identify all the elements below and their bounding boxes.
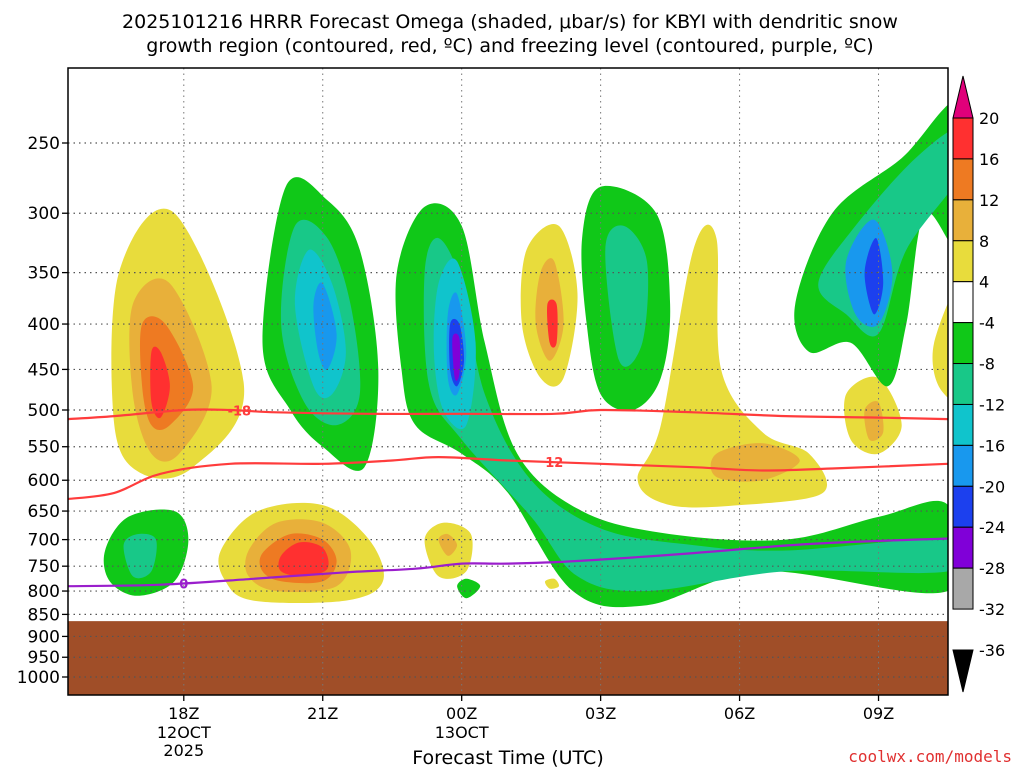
y-tick-label-750: 750 <box>28 557 60 577</box>
colorbar-top-arrow <box>952 75 974 119</box>
colorbar-label--24: -24 <box>979 518 1005 537</box>
omega-region-38 <box>544 578 560 589</box>
omega-region-30 <box>123 533 157 579</box>
contour-dgz-minus-12 <box>68 455 948 501</box>
omega-region-37 <box>457 578 481 599</box>
x-tick-label-09Z: 09Z <box>863 704 894 723</box>
contour-label-dgz-minus-18: -18 <box>228 404 252 419</box>
y-tick-label-850: 850 <box>28 605 60 625</box>
x-axis-label: Forecast Time (UTC) <box>412 747 603 768</box>
y-tick-label-300: 300 <box>28 204 60 224</box>
y-tick-label-800: 800 <box>28 582 60 602</box>
colorbar-label--4: -4 <box>979 314 995 333</box>
y-tick-label-550: 550 <box>28 438 60 458</box>
temperature-contours: -18 12 0 <box>68 404 948 592</box>
omega-region-3 <box>150 346 170 419</box>
credit-text: coolwx.com/models <box>848 747 1012 766</box>
x-tick-label-03Z: 03Z <box>585 704 616 723</box>
x-tick-date-18Z: 12OCT <box>157 723 211 742</box>
chart-title-line2: growth region (contoured, red, ºC) and f… <box>146 35 873 57</box>
x-tick-date-00Z: 13OCT <box>435 723 489 742</box>
colorbar-label--12: -12 <box>979 395 1005 414</box>
contour-label-freezing-level: 0 <box>179 577 188 592</box>
colorbar-swatch--12 <box>952 363 974 405</box>
grid-lines <box>68 68 948 695</box>
ground-fill <box>68 621 948 695</box>
colorbar-label-20: 20 <box>979 109 999 128</box>
omega-shading <box>103 104 948 608</box>
y-tick-label-350: 350 <box>28 264 60 284</box>
omega-region-27 <box>932 302 948 398</box>
omega-region-15 <box>605 225 649 367</box>
y-tick-label-400: 400 <box>28 315 60 335</box>
colorbar-label--28: -28 <box>979 559 1005 578</box>
colorbar-swatch-12 <box>952 158 974 201</box>
y-tick-label-500: 500 <box>28 401 60 421</box>
colorbar-swatch--4 <box>952 281 974 324</box>
y-tick-label-650: 650 <box>28 502 60 522</box>
x-tick-label-18Z: 18Z <box>168 704 199 723</box>
contour-freezing-level <box>68 537 948 588</box>
omega-region-22 <box>864 400 884 441</box>
y-tick-label-450: 450 <box>28 360 60 380</box>
colorbar-bottom-arrow <box>952 649 974 693</box>
y-tick-label-250: 250 <box>28 134 60 154</box>
omega-region-26 <box>864 238 884 315</box>
y-tick-label-600: 600 <box>28 471 60 491</box>
colorbar-label--8: -8 <box>979 355 995 374</box>
colorbar-swatch-4 <box>952 240 974 283</box>
omega-region-20 <box>710 443 800 482</box>
omega-region-34 <box>278 542 329 577</box>
colorbar-swatch-16 <box>952 117 974 160</box>
colorbar-swatch--20 <box>952 444 974 487</box>
colorbar-label--20: -20 <box>979 477 1005 496</box>
y-tick-label-950: 950 <box>28 648 60 668</box>
colorbar-legend: 20 16 12 8 4 -4 -8 -12 -16 -20 -24 -28 -32 -36 <box>952 75 1005 693</box>
contour-label-dgz-minus-12: 12 <box>545 456 563 471</box>
colorbar-label-16: 16 <box>979 150 999 169</box>
colorbar-swatch-8 <box>952 199 974 242</box>
colorbar-swatch--16 <box>952 403 974 446</box>
y-tick-label-1000: 1000 <box>17 668 60 688</box>
x-tick-label-00Z: 00Z <box>446 704 477 723</box>
colorbar-label--36: -36 <box>979 641 1005 660</box>
colorbar-label-12: 12 <box>979 191 999 210</box>
contour-dgz-minus-18 <box>68 408 948 421</box>
ground-terrain <box>68 621 948 695</box>
omega-region-9 <box>423 238 948 592</box>
colorbar-label-8: 8 <box>979 232 989 251</box>
chart-title-line1: 2025101216 HRRR Forecast Omega (shaded, … <box>122 11 898 33</box>
omega-region-7 <box>313 282 337 370</box>
y-tick-label-900: 900 <box>28 627 60 647</box>
colorbar-swatch--24 <box>952 485 974 528</box>
colorbar-swatch--32 <box>952 567 974 610</box>
colorbar-label--32: -32 <box>979 600 1005 619</box>
x-tick-year-18Z: 2025 <box>163 741 204 760</box>
colorbar-swatch--28 <box>952 526 974 569</box>
x-tick-label-06Z: 06Z <box>724 704 755 723</box>
omega-region-19 <box>637 224 828 508</box>
y-tick-label-700: 700 <box>28 531 60 551</box>
plot-frame <box>67 67 949 696</box>
colorbar-swatch--8 <box>952 322 974 365</box>
x-tick-label-21Z: 21Z <box>307 704 338 723</box>
y-axis: 2503003504004505005506006507007508008509… <box>17 134 68 688</box>
colorbar-label--16: -16 <box>979 436 1005 455</box>
colorbar-label-4: 4 <box>979 273 989 292</box>
